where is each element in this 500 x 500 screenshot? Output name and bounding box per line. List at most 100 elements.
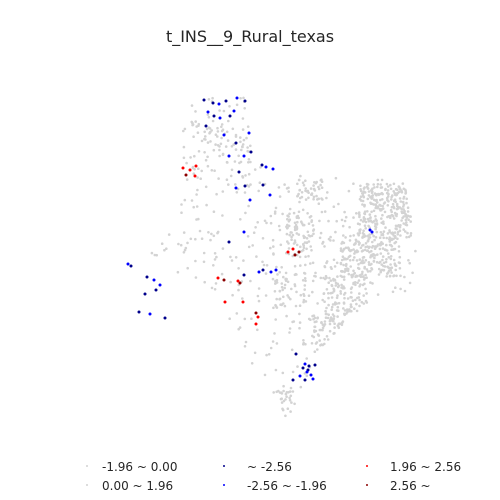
significant-point-low-extreme xyxy=(291,378,295,382)
map-point xyxy=(366,187,370,190)
map-point xyxy=(193,154,196,158)
map-point xyxy=(305,241,309,244)
map-point xyxy=(256,221,260,224)
map-point xyxy=(242,138,246,142)
map-point xyxy=(317,334,321,337)
map-point xyxy=(224,145,228,148)
map-point xyxy=(255,328,259,332)
map-point xyxy=(261,237,265,240)
map-point xyxy=(206,164,210,168)
map-point xyxy=(397,185,401,188)
map-point xyxy=(399,234,402,237)
map-point xyxy=(370,249,373,253)
map-point xyxy=(288,207,292,211)
map-point xyxy=(222,109,226,113)
map-point xyxy=(381,213,384,217)
map-point xyxy=(295,215,299,218)
map-point xyxy=(382,268,386,272)
map-point xyxy=(184,246,188,250)
map-point xyxy=(328,276,331,280)
significant-point-high xyxy=(256,315,260,319)
significant-point-low xyxy=(268,193,272,197)
map-point xyxy=(388,243,392,247)
significant-point-low xyxy=(305,370,309,374)
significant-point-high-extreme xyxy=(254,311,258,315)
map-point xyxy=(405,216,409,219)
map-point xyxy=(370,210,373,214)
map-point xyxy=(209,238,212,242)
map-point xyxy=(296,365,299,368)
map-point xyxy=(381,204,385,208)
map-point xyxy=(295,273,298,276)
map-point xyxy=(323,265,327,268)
map-point xyxy=(346,310,349,314)
map-point xyxy=(302,339,305,342)
map-point xyxy=(320,186,324,189)
map-point xyxy=(372,183,376,186)
map-point xyxy=(304,189,307,193)
map-point xyxy=(247,172,251,176)
map-point xyxy=(321,298,325,302)
map-point xyxy=(396,233,400,236)
map-point xyxy=(276,273,279,276)
map-point xyxy=(183,127,187,131)
significant-point-low xyxy=(234,186,238,190)
map-point xyxy=(182,145,186,149)
map-point xyxy=(284,414,287,418)
map-point xyxy=(274,368,278,372)
significant-point-high xyxy=(286,250,290,254)
map-point xyxy=(353,271,357,275)
significant-point-low-extreme xyxy=(224,99,228,103)
map-point xyxy=(369,219,373,222)
map-point xyxy=(323,245,326,248)
map-point xyxy=(264,294,268,297)
map-point xyxy=(190,120,193,124)
map-point xyxy=(323,320,327,323)
map-point xyxy=(349,234,352,238)
map-point xyxy=(295,253,299,257)
map-point xyxy=(275,297,279,301)
map-point xyxy=(383,210,387,214)
map-point xyxy=(402,205,405,208)
map-point xyxy=(325,335,329,338)
significant-point-low xyxy=(298,374,302,378)
map-point xyxy=(285,232,289,236)
significant-point-low-extreme xyxy=(145,275,149,279)
map-point xyxy=(200,139,204,143)
map-point xyxy=(349,303,353,306)
map-point xyxy=(286,226,289,229)
map-point xyxy=(394,286,397,290)
map-point xyxy=(316,348,319,351)
map-point xyxy=(275,342,279,345)
map-point xyxy=(213,258,217,261)
map-point xyxy=(272,252,275,255)
map-point xyxy=(372,234,376,238)
map-point xyxy=(363,267,366,270)
map-point xyxy=(301,279,305,282)
significant-point-low-extreme xyxy=(261,183,265,187)
map-point xyxy=(380,221,384,225)
map-point xyxy=(359,184,362,188)
map-point xyxy=(380,178,384,182)
map-point xyxy=(374,214,377,218)
map-point xyxy=(373,186,376,189)
map-point xyxy=(331,313,335,316)
map-point xyxy=(287,296,291,299)
map-point xyxy=(395,207,399,211)
map-point xyxy=(234,133,238,137)
map-point xyxy=(387,252,390,255)
map-point xyxy=(340,323,344,327)
map-point xyxy=(263,373,267,377)
map-point xyxy=(291,254,295,258)
map-point xyxy=(358,229,362,233)
map-point xyxy=(402,215,406,218)
significant-point-low-extreme xyxy=(242,273,246,277)
map-point xyxy=(321,323,325,326)
map-point xyxy=(207,231,210,234)
map-point xyxy=(358,258,362,261)
map-point xyxy=(345,308,349,311)
map-point xyxy=(317,187,321,191)
map-point xyxy=(333,279,337,282)
map-point xyxy=(404,192,407,195)
map-point xyxy=(357,279,361,282)
